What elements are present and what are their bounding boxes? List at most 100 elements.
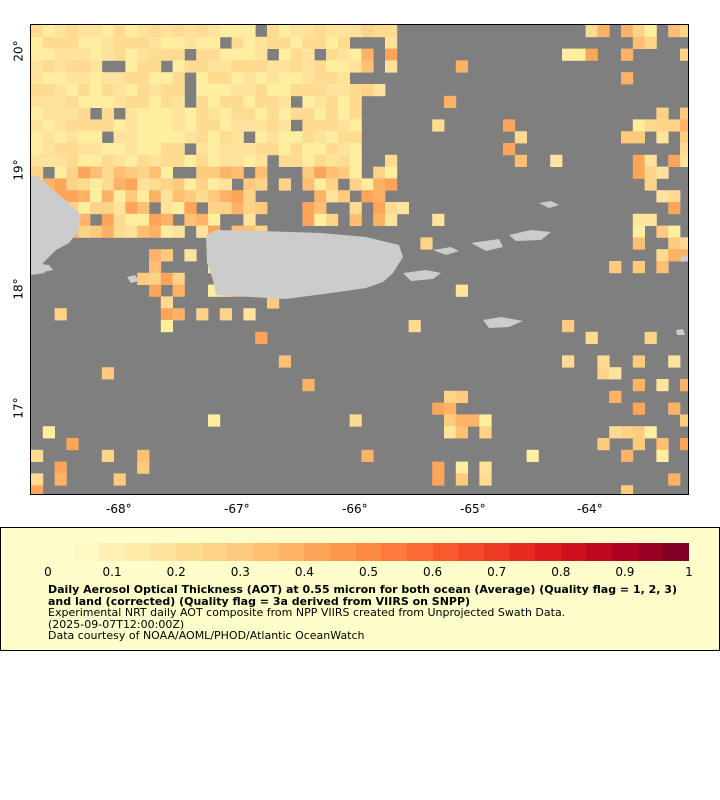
aot-cell (113, 213, 126, 226)
aot-cell (78, 72, 91, 85)
aot-cell (632, 237, 645, 250)
aot-cell (184, 107, 197, 120)
aot-cell (160, 84, 173, 97)
aot-cell (243, 36, 256, 49)
aot-cell (455, 390, 468, 403)
aot-cell (255, 60, 268, 73)
aot-cell (680, 414, 688, 427)
aot-cell (184, 119, 197, 132)
aot-cell (455, 414, 468, 427)
lat-tick-label: 18° (11, 278, 26, 300)
colorbar-segment (124, 543, 151, 561)
aot-cell (172, 202, 185, 215)
aot-cell (125, 154, 138, 167)
aot-cell (172, 154, 185, 167)
aot-cell (632, 36, 645, 49)
aot-cell (632, 402, 645, 415)
aot-cell (668, 402, 681, 415)
aot-cell (302, 143, 315, 156)
aot-cell (255, 178, 268, 191)
aot-cell (42, 84, 55, 97)
aot-cell (54, 461, 67, 474)
aot-cell (184, 60, 197, 73)
aot-cell (349, 178, 362, 191)
aot-cell (337, 36, 350, 49)
aot-cell (125, 143, 138, 156)
aot-cell (597, 25, 610, 38)
aot-cell (302, 95, 315, 108)
aot-cell (420, 237, 433, 250)
aot-cell (361, 48, 374, 61)
aot-cell (219, 60, 232, 73)
aot-cell (349, 131, 362, 144)
aot-cell (326, 72, 339, 85)
aot-cell (349, 213, 362, 226)
aot-cell (137, 119, 150, 132)
aot-cell (385, 202, 398, 215)
aot-cell (125, 107, 138, 120)
aot-cell (54, 178, 67, 191)
aot-cell (149, 178, 162, 191)
aot-cell (656, 119, 669, 132)
aot-cell (78, 119, 91, 132)
aot-cell (337, 84, 350, 97)
aot-cell (54, 84, 67, 97)
aot-cell (432, 213, 445, 226)
aot-cell (455, 461, 468, 474)
aot-cell (432, 119, 445, 132)
aot-cell (632, 438, 645, 451)
aot-cell (113, 143, 126, 156)
aot-cell (349, 107, 362, 120)
aot-cell (668, 249, 681, 262)
aot-cell (149, 166, 162, 179)
aot-cell (597, 355, 610, 368)
aot-cell (101, 95, 114, 108)
aot-cell (243, 84, 256, 97)
aot-cell (172, 84, 185, 97)
aot-cell (243, 190, 256, 203)
colorbar-segment (330, 543, 356, 561)
aot-cell (137, 225, 150, 238)
map-plot-area[interactable] (30, 24, 689, 495)
aot-cell (208, 143, 221, 156)
aot-cell (160, 154, 173, 167)
aot-cell (196, 190, 209, 203)
aot-cell (54, 60, 67, 73)
aot-cell (66, 190, 79, 203)
aot-cell (243, 202, 256, 215)
aot-cell (196, 48, 209, 61)
aot-cell (385, 154, 398, 167)
aot-cell (149, 25, 162, 38)
aot-cell (208, 213, 221, 226)
colorbar-segment (99, 543, 125, 561)
legend-line-3: Data courtesy of NOAA/AOML/PHOD/Atlantic… (48, 629, 365, 642)
aot-cell (621, 449, 634, 462)
colorbar-segment (176, 543, 202, 561)
aot-cell (196, 72, 209, 85)
aot-cell (184, 36, 197, 49)
aot-cell (267, 60, 280, 73)
aot-cell (160, 249, 173, 262)
aot-cell (337, 95, 350, 108)
aot-cell (656, 249, 669, 262)
colorbar-segment (48, 543, 74, 561)
aot-cell (644, 154, 657, 167)
colorbar (48, 543, 690, 561)
aot-cell (632, 261, 645, 274)
colorbar-tick-label: 0.9 (615, 565, 635, 579)
aot-cell (632, 166, 645, 179)
aot-cell (196, 308, 209, 321)
aot-cell (78, 190, 91, 203)
aot-cell (337, 107, 350, 120)
aot-cell (208, 119, 221, 132)
aot-cell (137, 461, 150, 474)
aot-cell (632, 25, 645, 38)
aot-cell (243, 107, 256, 120)
aot-cell (113, 178, 126, 191)
aot-cell (644, 119, 657, 132)
aot-cell (78, 225, 91, 238)
aot-cell (668, 355, 681, 368)
hispaniola-landmass (31, 175, 81, 275)
aot-cell (172, 190, 185, 203)
aot-cell (231, 166, 244, 179)
